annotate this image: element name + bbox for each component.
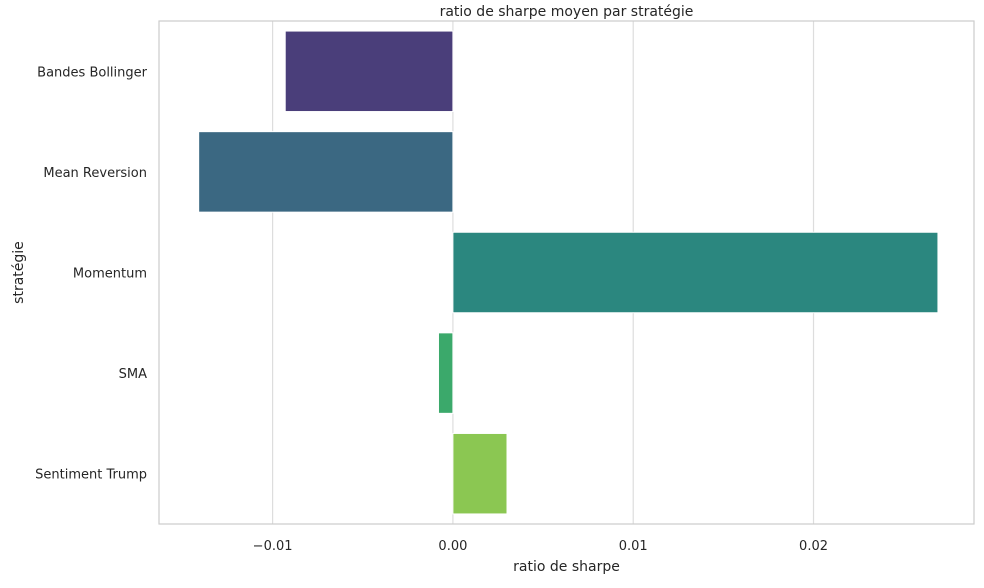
bar-bandes-bollinger xyxy=(284,30,454,113)
y-axis-label: stratégie xyxy=(11,241,27,304)
bar-momentum xyxy=(452,231,939,314)
bar-sentiment-trump xyxy=(452,432,508,515)
plot-frame xyxy=(158,20,975,525)
x-tick-label: −0.01 xyxy=(253,539,293,554)
x-tick-labels: −0.01 0.00 0.01 0.02 xyxy=(253,539,828,554)
y-tick-label: Momentum xyxy=(73,267,147,282)
y-tick-label: SMA xyxy=(119,367,147,382)
bar-sma xyxy=(437,332,454,414)
x-axis-label: ratio de sharpe xyxy=(513,559,620,575)
chart-title: ratio de sharpe moyen par stratégie xyxy=(440,4,694,20)
y-tick-label: Sentiment Trump xyxy=(35,468,147,483)
bars xyxy=(198,30,939,515)
y-tick-label: Bandes Bollinger xyxy=(37,65,147,80)
y-tick-labels: Bandes Bollinger Mean Reversion Momentum SM… xyxy=(35,65,148,482)
x-tick-label: 0.00 xyxy=(438,539,467,554)
x-tick-label: 0.02 xyxy=(799,539,828,554)
x-tick-label: 0.01 xyxy=(619,539,648,554)
bar-mean-reversion xyxy=(198,131,454,213)
y-tick-label: Mean Reversion xyxy=(43,166,147,181)
